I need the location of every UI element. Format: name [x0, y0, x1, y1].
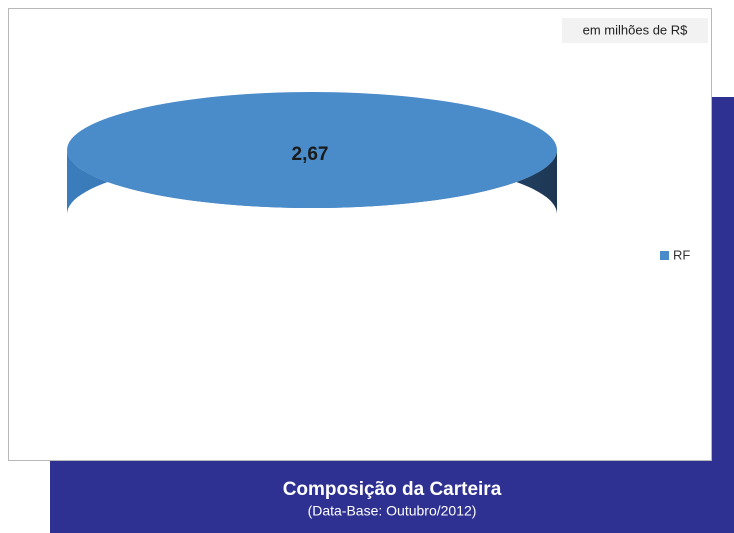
caption-subtitle: (Data-Base: Outubro/2012)	[308, 503, 477, 519]
legend-swatch	[660, 251, 669, 260]
data-label: 2,67	[292, 144, 329, 165]
chart-frame	[8, 8, 712, 461]
pie-slice	[67, 92, 557, 208]
pie: 2,67 RF	[67, 92, 690, 262]
caption-title: Composição da Carteira	[283, 479, 502, 500]
note-box	[562, 18, 708, 43]
legend-label: RF	[673, 247, 690, 262]
unit-note: em milhões de R$	[583, 22, 689, 37]
